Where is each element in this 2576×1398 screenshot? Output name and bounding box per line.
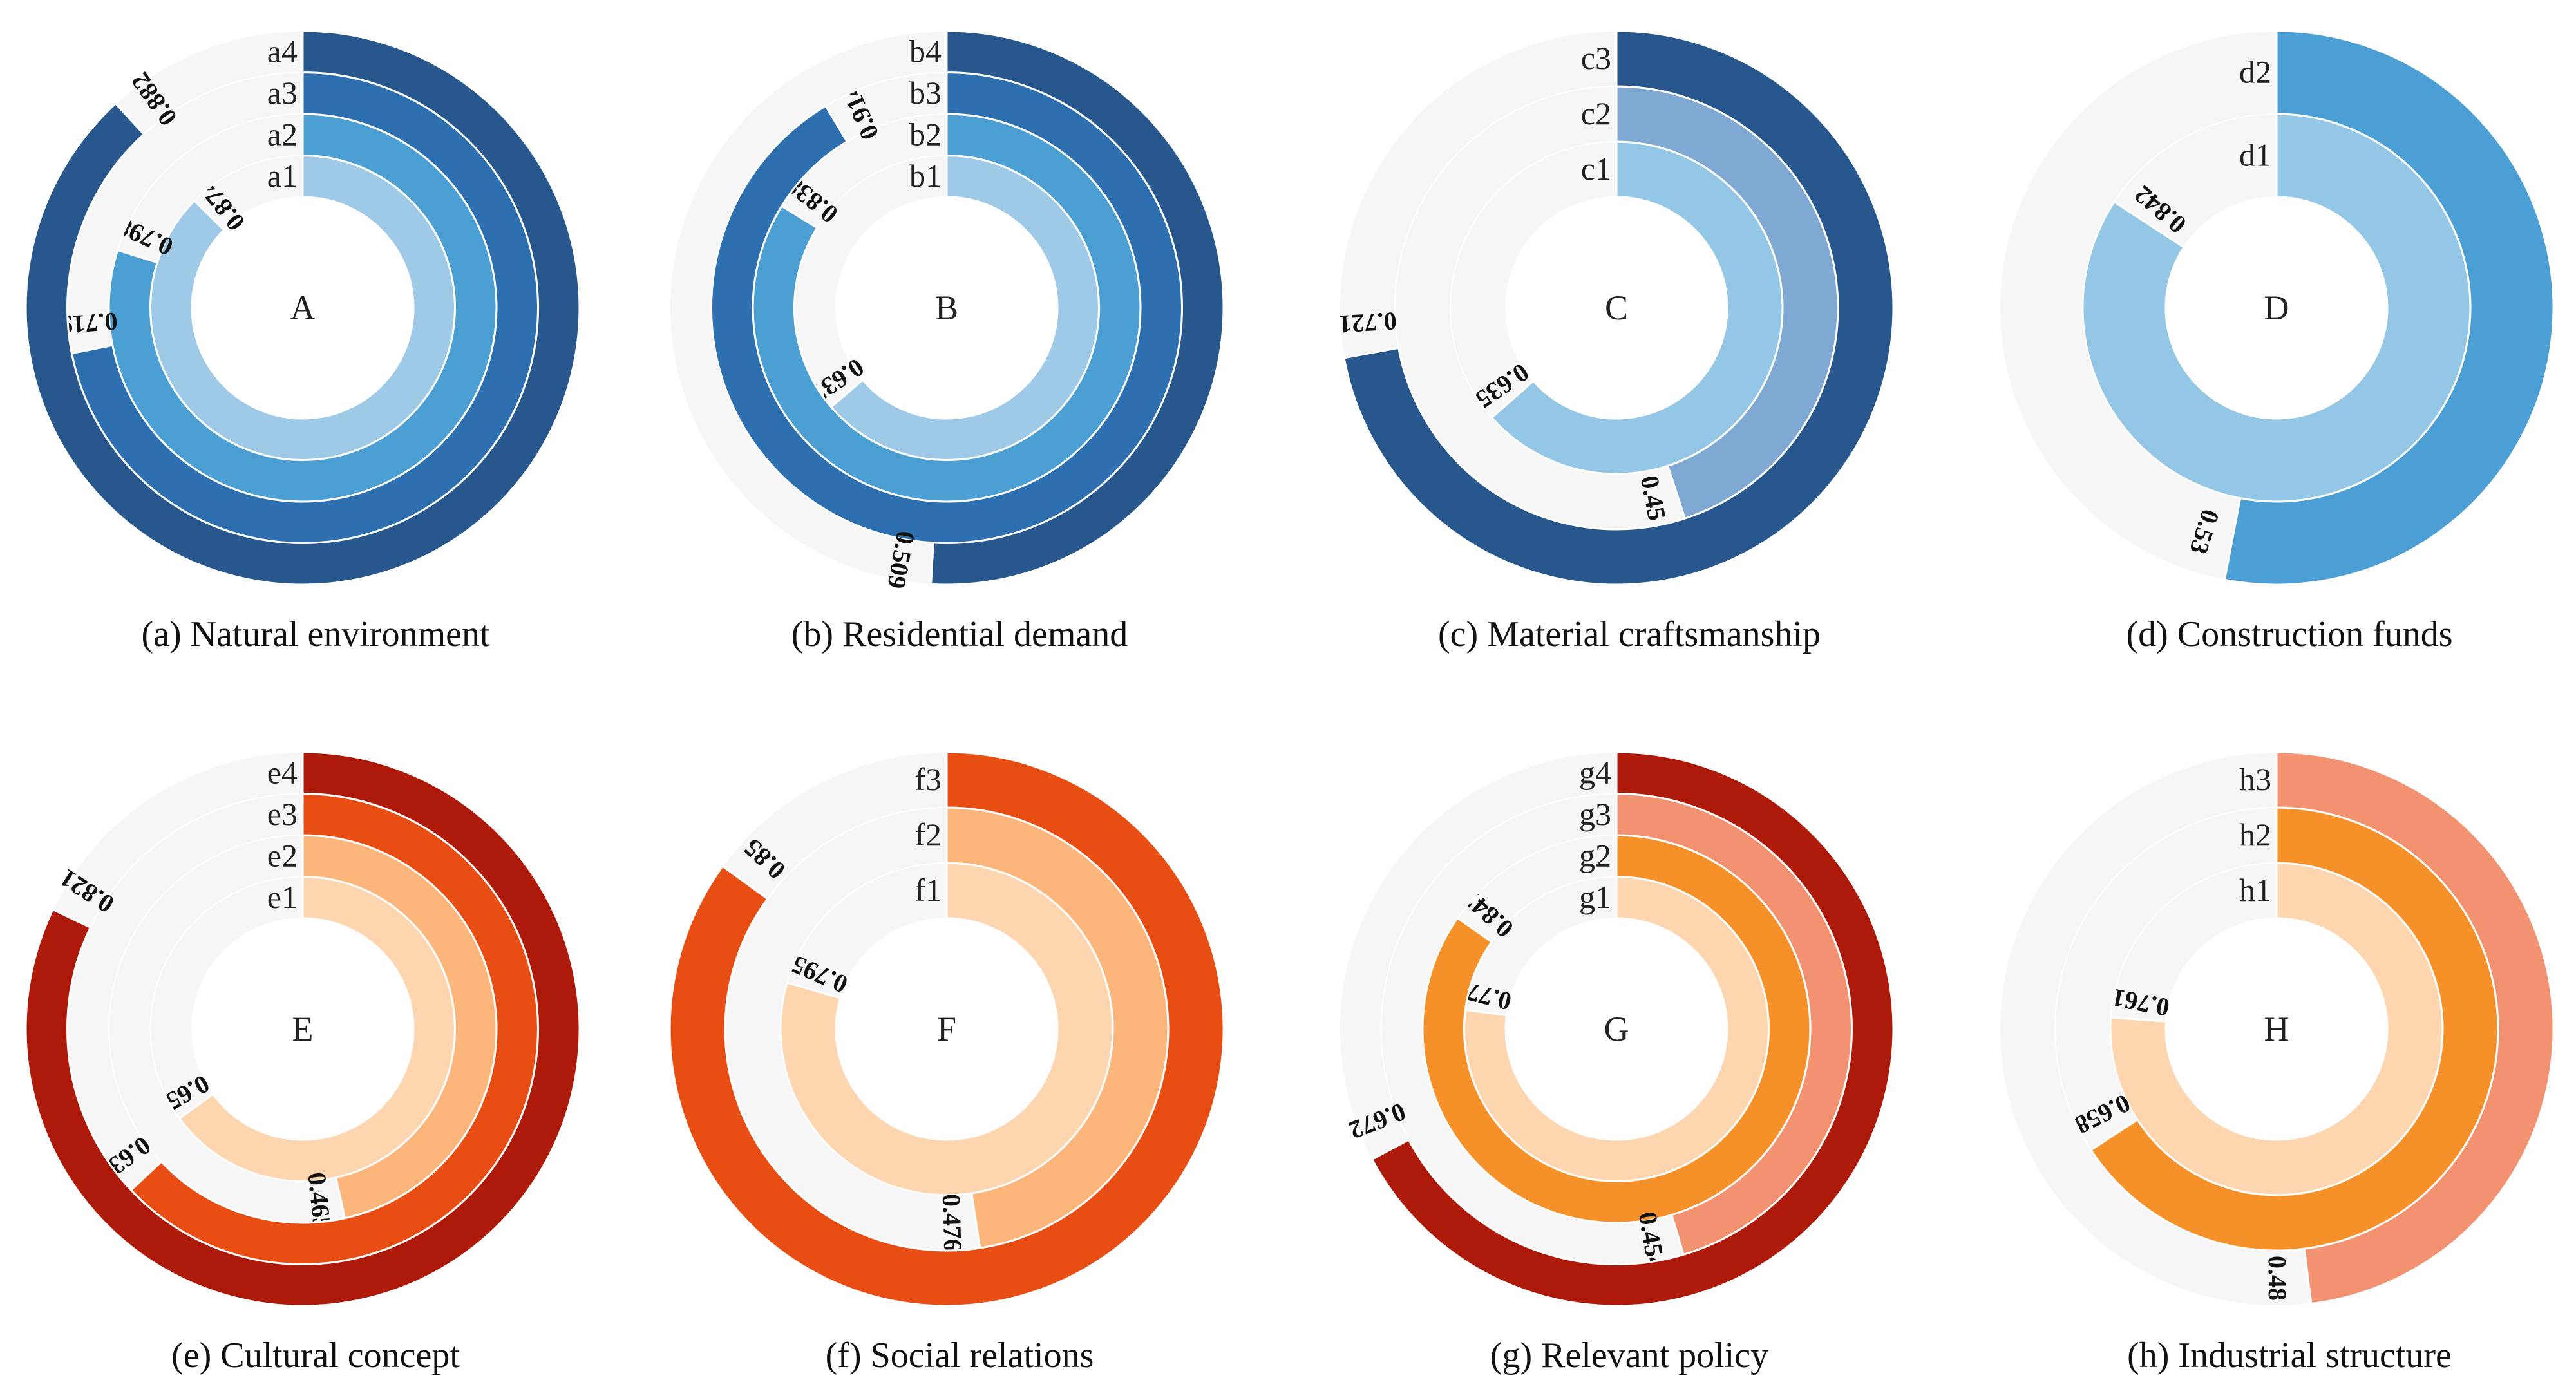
ring-label-f1: f1 <box>914 872 942 908</box>
ring-bar-d2 <box>2223 30 2555 586</box>
ring-label-a1: a1 <box>267 158 298 194</box>
ring-label-f2: f2 <box>914 817 942 853</box>
ring-label-d2: d2 <box>2239 54 2271 90</box>
ring-label-g4: g4 <box>1579 754 1611 790</box>
ring-label-a4: a4 <box>267 33 298 69</box>
ring-bar-e4 <box>24 751 581 1307</box>
center-label: A <box>290 288 316 327</box>
chart-caption: (h) Industrial structure <box>2127 1336 2452 1375</box>
chart-caption: (c) Material craftsmanship <box>1438 614 1821 654</box>
value-label-c3: 0.721 <box>1338 307 1397 339</box>
center-label: G <box>1604 1010 1629 1048</box>
ring-label-h2: h2 <box>2239 817 2271 853</box>
chart-caption: (e) Cultural concept <box>171 1336 460 1375</box>
center-label: C <box>1605 288 1628 327</box>
center-label: F <box>937 1010 956 1048</box>
ring-bar-f3 <box>668 751 1225 1307</box>
ring-label-b1: b1 <box>909 158 942 194</box>
center-label: B <box>935 288 958 327</box>
ring-label-d1: d1 <box>2239 137 2271 173</box>
chart-caption: (g) Relevant policy <box>1490 1336 1768 1375</box>
ring-label-e4: e4 <box>267 754 298 790</box>
ring-label-f3: f3 <box>914 761 942 797</box>
ring-label-e1: e1 <box>267 879 298 915</box>
ring-label-c1: c1 <box>1581 151 1611 187</box>
ring-label-b4: b4 <box>909 33 942 69</box>
ring-bar-c3 <box>1343 30 1895 586</box>
center-label: D <box>2264 288 2289 327</box>
chart-caption: (b) Residential demand <box>791 614 1128 654</box>
value-label-h3: 0.48 <box>2263 1256 2292 1301</box>
center-label: E <box>292 1010 314 1048</box>
chart-caption: (f) Social relations <box>826 1336 1094 1375</box>
ring-label-c2: c2 <box>1581 95 1611 131</box>
ring-label-b3: b3 <box>909 75 942 111</box>
ring-bar-b4 <box>930 30 1225 586</box>
chart-caption: (a) Natural environment <box>141 614 490 654</box>
ring-label-a3: a3 <box>267 75 298 111</box>
ring-bar-h3 <box>2275 751 2555 1305</box>
chart-caption: (d) Construction funds <box>2126 614 2452 654</box>
ring-label-c3: c3 <box>1581 40 1611 76</box>
ring-label-b2: b2 <box>909 116 942 152</box>
value-label-f2: 0.476 <box>937 1193 968 1252</box>
ring-label-a2: a2 <box>267 116 298 152</box>
ring-label-g2: g2 <box>1579 837 1611 873</box>
ring-label-g1: g1 <box>1579 879 1611 915</box>
ring-label-h3: h3 <box>2239 761 2271 797</box>
center-label: H <box>2264 1010 2289 1048</box>
ring-label-e3: e3 <box>267 796 298 832</box>
ring-label-e2: e2 <box>267 837 298 873</box>
ring-label-g3: g3 <box>1579 796 1611 832</box>
ring-bar-g4 <box>1370 751 1895 1307</box>
ring-label-h1: h1 <box>2239 872 2271 908</box>
ring-bar-a4 <box>24 30 581 586</box>
